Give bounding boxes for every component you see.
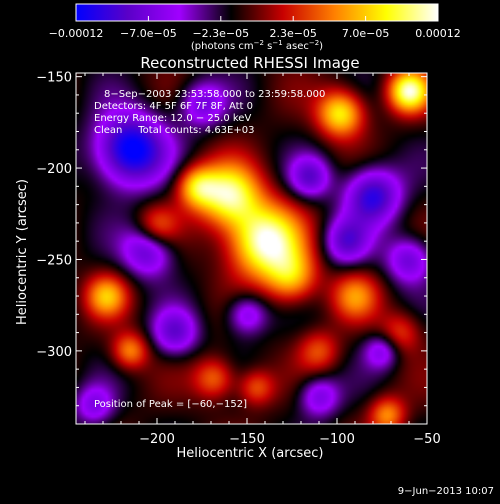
y-axis-label: Heliocentric Y (arcsec) [15, 179, 30, 325]
colorbar-tick-label: −7.0e−05 [120, 27, 177, 40]
x-tick-label: −150 [229, 432, 265, 447]
colorbar-tick-label: 0.00012 [415, 27, 461, 40]
colorbar-ticks: −0.00012 −7.0e−05 −2.3e−05 2.3e−05 7.0e−05 0.… [49, 16, 461, 40]
annotation-time-range: 8−Sep−2003 23:53:58.000 to 23:59:58.000 [104, 89, 325, 100]
x-tick-label: −50 [413, 432, 440, 447]
colorbar-tick-label: 7.0e−05 [342, 27, 389, 40]
plot-frame [75, 72, 428, 425]
x-tick-label: −200 [139, 432, 175, 447]
annotation-energy: Energy Range: 12.0 − 25.0 keV [94, 113, 251, 124]
y-tick-label: −200 [36, 162, 72, 177]
annotation-peak: Position of Peak = [−60,−152] [94, 399, 247, 410]
footer-timestamp: 9−Jun−2013 10:07 [398, 486, 494, 497]
colorbar-tick-label: −0.00012 [49, 27, 104, 40]
chart-title: Reconstructed RHESSI Image [140, 54, 359, 72]
x-axis-label: Heliocentric X (arcsec) [177, 446, 324, 461]
colorbar [75, 3, 439, 22]
y-tick-label: −150 [36, 71, 72, 86]
colorbar-tick-label: −2.3e−05 [192, 27, 249, 40]
colorbar-tick-label: 2.3e−05 [269, 27, 316, 40]
axis-ticks: −200 −150 −100 −50 −150 −200 −250 −300 [36, 71, 440, 447]
x-tick-label: −100 [319, 432, 355, 447]
annotation-detectors: Detectors: 4F 5F 6F 7F 8F, Att 0 [94, 101, 253, 112]
annotation-clean: Clean Total counts: 4.63E+03 [94, 125, 254, 136]
y-tick-label: −300 [36, 345, 72, 360]
y-tick-label: −250 [36, 253, 72, 268]
colorbar-unit-label: (photons cm−2 s−1 asec−2) [191, 39, 323, 52]
heatmap-image [76, 73, 427, 424]
